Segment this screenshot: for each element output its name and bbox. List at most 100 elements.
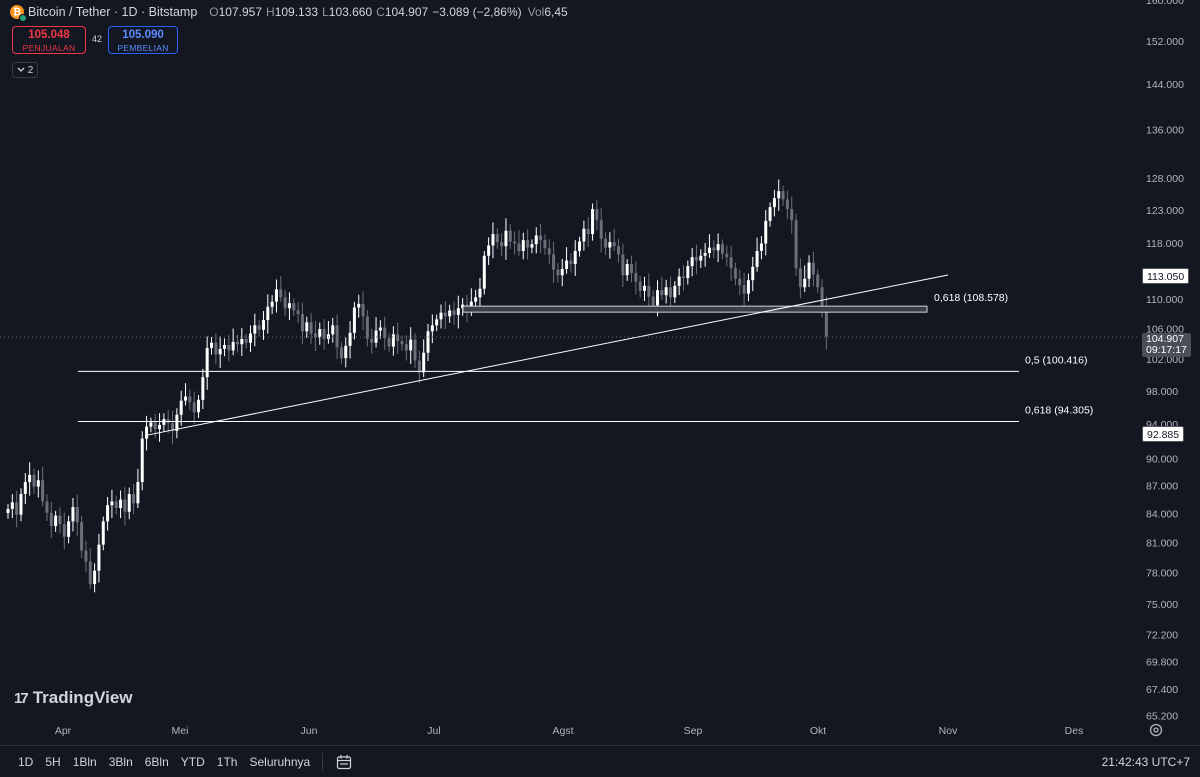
x-tick-label: Okt [810, 725, 826, 737]
range-all-button[interactable]: Seluruhnya [249, 754, 311, 769]
open-value: 107.957 [218, 5, 263, 19]
candle-body [361, 303, 365, 317]
candle-body [344, 345, 348, 359]
range-5d-button[interactable]: 5H [45, 754, 61, 769]
candle-body [365, 316, 369, 339]
candle-body [647, 285, 651, 297]
candle-body [521, 240, 525, 251]
candle-body [188, 396, 192, 403]
bottom-toolbar: 1D 5H 1Bln 3Bln 6Bln YTD 1Th Seluruhnya … [0, 745, 1200, 777]
candle-body [790, 209, 794, 221]
candle-body [643, 285, 647, 291]
candle-body [235, 341, 239, 345]
candle-body [560, 268, 564, 276]
sell-button[interactable]: 105.048 PENJUALAN [12, 26, 86, 54]
candle-body [478, 288, 482, 298]
candle-body [335, 325, 339, 348]
candle-body [248, 333, 252, 343]
candle-body [426, 331, 430, 353]
x-tick-label: Jun [301, 725, 318, 737]
candle-body [764, 220, 768, 244]
y-tick-label: 123.000 [1146, 205, 1184, 217]
candle-body [617, 246, 621, 255]
x-tick-label: Jul [427, 725, 440, 737]
y-tick-label: 65.200 [1146, 711, 1178, 723]
candle-body [270, 301, 274, 307]
candle-body [508, 230, 512, 242]
candle-body [331, 325, 335, 335]
spread-value: 42 [91, 34, 102, 44]
candle-body [231, 341, 235, 351]
candle-body [396, 334, 400, 342]
candle-body [274, 289, 278, 302]
fib-label-0618: 0,618 (94.305) [1025, 404, 1093, 416]
candle-body [391, 334, 395, 347]
candle-body [595, 209, 599, 221]
range-ytd-button[interactable]: YTD [180, 754, 205, 769]
candle-body [443, 312, 447, 317]
range-1d-button[interactable]: 1D [18, 754, 34, 769]
candle-body [751, 266, 755, 281]
high-label: H [266, 5, 275, 19]
candle-body [413, 339, 417, 361]
low-label: L [322, 5, 329, 19]
candle-body [71, 507, 75, 522]
candle-body [58, 515, 62, 525]
candle-body [738, 278, 742, 286]
candle-body [158, 424, 162, 430]
y-tick-label: 72.200 [1146, 629, 1178, 641]
candle-body [240, 338, 244, 345]
y-tick-label: 67.400 [1146, 684, 1178, 696]
candle-body [296, 310, 300, 315]
chart-area[interactable]: 65.200 67.400 69.800 72.200 75.000 78.000 81.0… [0, 0, 1200, 745]
candle-body [578, 241, 582, 251]
price-tag-trendline: 113.050 [1142, 268, 1190, 284]
candle-body [785, 199, 789, 210]
candle-body [370, 338, 374, 343]
chevron-down-icon [17, 67, 25, 72]
candle-body [205, 348, 209, 378]
calendar-icon[interactable] [335, 753, 353, 771]
candle-body [794, 220, 798, 269]
candle-body [487, 245, 491, 256]
candle-body [491, 234, 495, 246]
candle-body [543, 240, 547, 249]
clock[interactable]: 21:42:43 UTC+7 [1101, 754, 1190, 769]
y-tick-label: 75.000 [1146, 599, 1178, 611]
candle-body [223, 345, 226, 349]
range-1m-button[interactable]: 1Bln [72, 754, 97, 769]
low-value: 103.660 [328, 5, 373, 19]
candlestick-chart[interactable]: 65.200 67.400 69.800 72.200 75.000 78.000 81.0… [0, 0, 1200, 745]
candle-body [400, 341, 404, 345]
candle-body [287, 303, 291, 309]
candle-body [772, 198, 776, 208]
candle-body [422, 352, 426, 373]
y-tick-label: 136.000 [1146, 125, 1184, 137]
trendline [144, 274, 949, 437]
range-3m-button[interactable]: 3Bln [108, 754, 133, 769]
range-6m-button[interactable]: 6Bln [144, 754, 169, 769]
candle-body [651, 296, 655, 306]
candle-body [656, 290, 659, 306]
candle-body [49, 512, 53, 527]
buy-button[interactable]: 105.090 PEMBELIAN [108, 26, 178, 54]
change-value: −3.089 (−2,86%) [432, 5, 522, 19]
tradingview-logo-icon: 17 [14, 689, 29, 707]
candle-body [227, 345, 231, 351]
candle-body [552, 254, 556, 270]
candle-body [214, 342, 218, 355]
gear-icon[interactable] [1148, 722, 1164, 738]
candle-body [604, 238, 608, 248]
range-1y-button[interactable]: 1Th [216, 754, 238, 769]
symbol-title[interactable]: Bitcoin / Tether · 1D · Bitstamp [28, 5, 198, 19]
tradingview-logo: 17 TradingView [14, 688, 133, 708]
candle-body [716, 244, 720, 251]
candle-body [582, 228, 586, 242]
price-tag-level: 92.885 [1142, 426, 1185, 442]
y-tick-label: 160.000 [1146, 0, 1184, 7]
candle-body [699, 255, 703, 261]
candle-body [798, 268, 802, 288]
x-tick-label: Sep [684, 725, 703, 737]
x-tick-label: Apr [55, 725, 72, 737]
indicators-toggle-button[interactable]: 2 [12, 62, 38, 78]
